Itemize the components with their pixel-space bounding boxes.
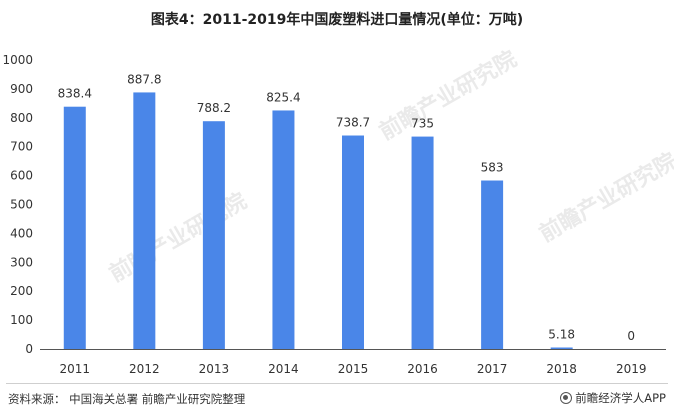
y-tick-label: 800	[10, 111, 33, 125]
y-tick-label: 600	[10, 169, 33, 183]
x-tick-label: 2013	[199, 362, 230, 376]
bar-2016	[411, 136, 434, 349]
brand-text: 前瞻经济学人APP	[575, 391, 666, 405]
data-label-2012: 887.8	[127, 72, 161, 86]
bar-2017	[481, 180, 504, 349]
x-tick-label: 2011	[60, 362, 91, 376]
x-tick-label: 2017	[477, 362, 508, 376]
data-label-2015: 738.7	[336, 116, 370, 130]
bar-2015	[342, 135, 364, 349]
y-tick-label: 1000	[2, 53, 33, 67]
brand-logo-icon	[560, 392, 573, 404]
y-tick-label: 100	[10, 313, 33, 327]
bar-chart: 0 100 200 300 400 500 600 700 800 900 1000 838.4 201…	[2, 53, 666, 376]
data-label-2019: 0	[627, 329, 635, 343]
bar-2013	[202, 121, 225, 349]
data-label-2018: 5.18	[548, 328, 575, 342]
y-tick-label: 300	[10, 255, 33, 269]
footer-divider	[6, 383, 668, 384]
bar-2018	[550, 347, 573, 349]
data-label-2011: 838.4	[58, 87, 92, 101]
data-label-2013: 788.2	[197, 101, 231, 115]
y-tick-label: 500	[10, 198, 33, 212]
y-tick-label: 0	[25, 342, 33, 356]
brand-label: 前瞻经济学人APP	[560, 390, 666, 406]
x-tick-label: 2018	[546, 362, 577, 376]
x-tick-label: 2016	[407, 362, 438, 376]
data-label-2016: 735	[411, 117, 434, 131]
bar-2012	[133, 92, 156, 350]
source-note: 资料来源： 中国海关总署 前瞻产业研究院整理	[8, 392, 246, 406]
x-tick-label: 2012	[129, 362, 160, 376]
x-tick-label: 2015	[338, 362, 369, 376]
chart-title: 图表4：2011-2019年中国废塑料进口量情况(单位：万吨)	[150, 12, 524, 28]
data-label-2017: 583	[481, 161, 504, 175]
data-label-2014: 825.4	[266, 90, 300, 104]
bar-2014	[272, 110, 295, 349]
y-tick-label: 200	[10, 284, 33, 298]
bar-2011	[63, 106, 86, 350]
y-tick-label: 900	[10, 82, 33, 96]
y-tick-label: 700	[10, 140, 33, 154]
x-tick-label: 2019	[616, 362, 647, 376]
x-tick-label: 2014	[268, 362, 299, 376]
y-tick-label: 400	[10, 226, 33, 240]
